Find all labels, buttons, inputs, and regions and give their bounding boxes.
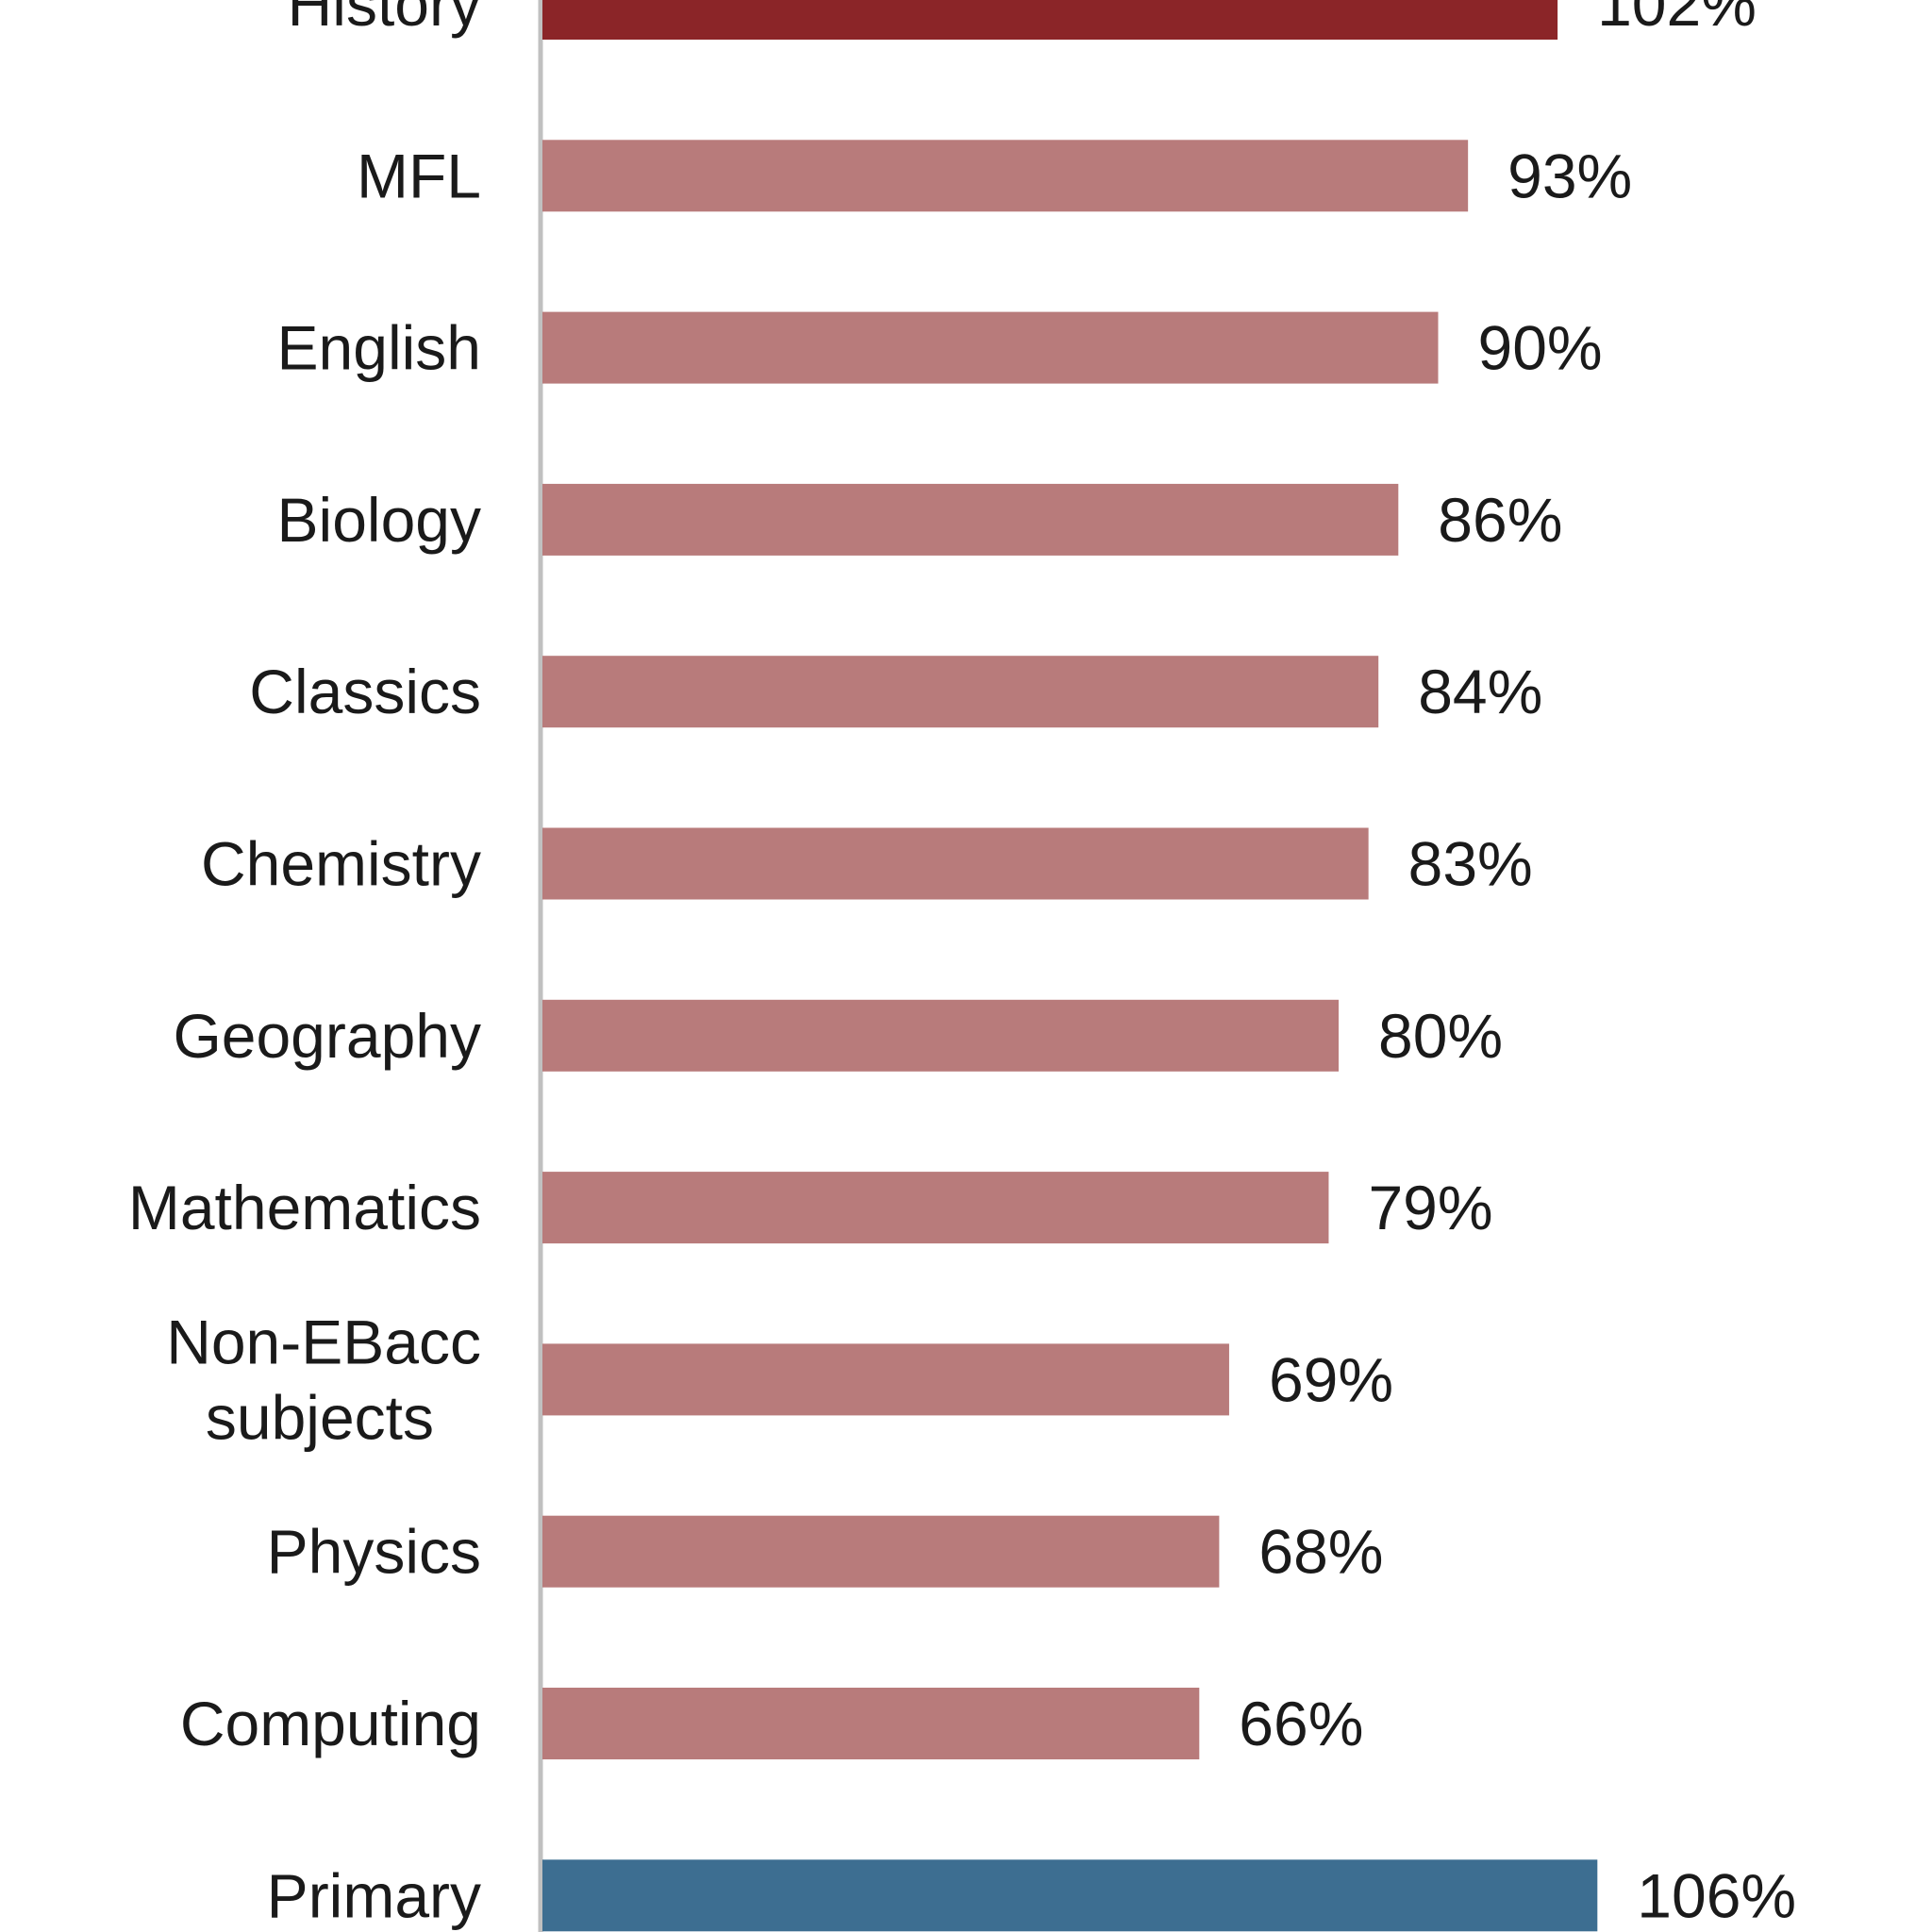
category-label-0: History — [288, 0, 481, 39]
category-label-4: Classics — [249, 657, 481, 726]
category-label-8: Non-EBacc subjects — [166, 1307, 481, 1452]
value-labels-group: 102% 93% 90% 86% 84% 83% 80% 79% 69% 68% 66% 106% — [1239, 0, 1796, 1930]
bar-1 — [542, 140, 1469, 212]
bar-3 — [542, 483, 1399, 556]
category-label-2: English — [277, 313, 481, 383]
category-label-3: Biology — [277, 485, 481, 555]
value-label-9: 68% — [1258, 1517, 1383, 1587]
category-label-1: MFL — [357, 141, 481, 210]
bar-0 — [542, 0, 1558, 40]
bar-6 — [542, 999, 1339, 1072]
value-label-6: 80% — [1378, 1001, 1503, 1071]
value-label-5: 83% — [1408, 829, 1533, 899]
bar-2 — [542, 311, 1439, 384]
category-label-10: Computing — [180, 1689, 481, 1758]
value-label-7: 79% — [1368, 1173, 1492, 1242]
bar-9 — [542, 1515, 1220, 1588]
category-label-6: Geography — [173, 1001, 481, 1071]
category-label-9: Physics — [267, 1517, 481, 1587]
bar-8 — [542, 1343, 1229, 1416]
value-label-8: 69% — [1269, 1344, 1393, 1414]
value-label-2: 90% — [1478, 313, 1603, 383]
category-label-5: Chemistry — [201, 829, 481, 899]
category-label-7: Mathematics — [128, 1173, 481, 1242]
value-label-0: 102% — [1597, 0, 1757, 39]
value-label-1: 93% — [1507, 141, 1632, 210]
value-label-10: 66% — [1239, 1689, 1363, 1758]
bar-11 — [542, 1859, 1598, 1932]
bar-4 — [542, 656, 1379, 728]
bar-7 — [542, 1172, 1329, 1244]
value-label-3: 86% — [1438, 485, 1562, 555]
category-label-11: Primary — [267, 1860, 481, 1930]
bar-10 — [542, 1688, 1200, 1759]
bar-5 — [542, 827, 1369, 900]
value-label-4: 84% — [1418, 657, 1542, 726]
category-labels-group: History MFL English Biology Classics Chemistr… — [128, 0, 481, 1930]
value-label-11: 106% — [1637, 1860, 1796, 1930]
bars-group — [542, 0, 1598, 1932]
